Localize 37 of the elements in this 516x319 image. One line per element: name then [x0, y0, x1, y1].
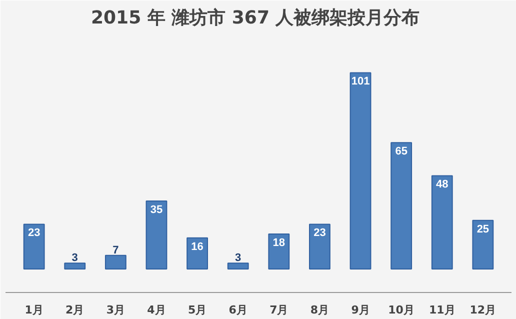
data-label: 23	[28, 227, 40, 240]
x-tick-label: 12月	[470, 304, 496, 316]
x-tick-label: 3月	[106, 304, 126, 316]
data-label: 3	[72, 252, 78, 264]
x-tick-label: 1月	[24, 304, 44, 316]
x-tick-label: 11月	[428, 304, 456, 316]
bar	[186, 237, 208, 270]
data-label: 18	[272, 236, 286, 249]
x-tick-label: 4月	[147, 304, 166, 316]
chart-title: 2015 年 潍坊市 367 人被绑架按月分布	[91, 8, 420, 28]
x-tick-label: 9月	[351, 304, 370, 316]
data-label: 25	[476, 223, 490, 236]
bar	[309, 224, 330, 270]
data-label: 48	[436, 178, 448, 191]
x-tick-label: 6月	[228, 304, 248, 316]
bar	[23, 224, 45, 270]
bar	[350, 72, 372, 270]
bar	[390, 142, 412, 270]
x-tick-label: 7月	[270, 304, 288, 316]
data-label: 16	[191, 240, 204, 253]
x-tick-label: 5月	[188, 304, 207, 316]
bar	[268, 233, 290, 270]
bar	[104, 254, 126, 270]
data-label: 7	[112, 244, 119, 256]
bar	[146, 200, 168, 270]
bar	[227, 262, 249, 270]
x-tick-label: 2月	[66, 304, 84, 316]
bar	[472, 220, 494, 270]
data-label: 3	[235, 252, 242, 264]
bar	[64, 262, 86, 270]
x-tick-label: 10月	[388, 304, 414, 316]
data-label: 101	[351, 76, 370, 88]
bar	[431, 175, 453, 270]
x-tick-label: 8月	[310, 304, 330, 316]
data-label: 65	[395, 146, 408, 158]
data-label: 35	[150, 204, 163, 216]
data-label: 23	[314, 227, 326, 240]
